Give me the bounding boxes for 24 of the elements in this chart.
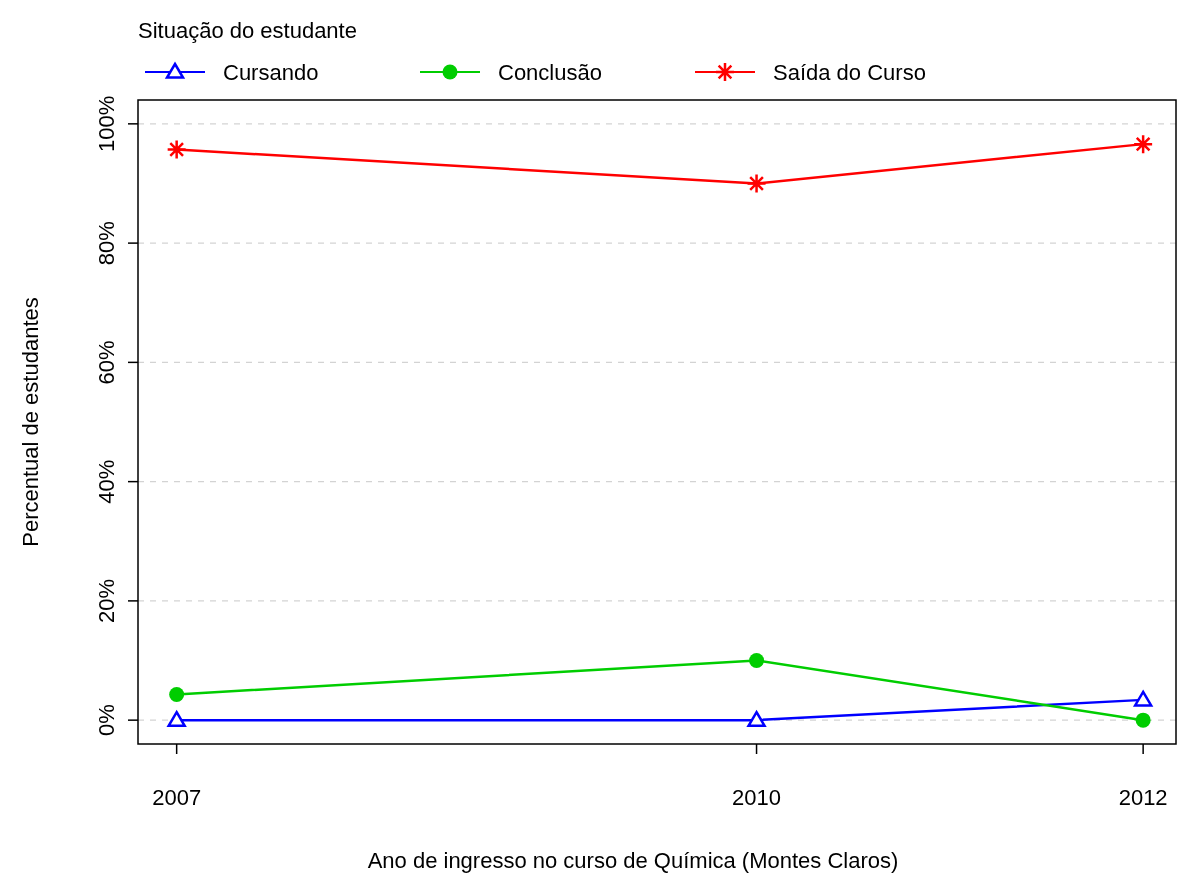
- y-axis-title: Percentual de estudantes: [18, 297, 43, 547]
- y-tick-label: 0%: [94, 704, 119, 737]
- x-tick-label: 2010: [732, 785, 782, 810]
- legend-label: Cursando: [223, 60, 319, 85]
- point: [747, 710, 766, 727]
- point: [166, 139, 187, 160]
- y-tick-label: 80%: [94, 221, 119, 266]
- legend-label: Conclusão: [498, 60, 602, 85]
- x-tick-label: 2007: [152, 785, 202, 810]
- y-tick-label: 60%: [94, 340, 119, 385]
- point: [749, 653, 765, 669]
- point: [1135, 712, 1151, 728]
- y-tick-label: 40%: [94, 459, 119, 504]
- x-tick-label: 2012: [1118, 785, 1168, 810]
- point: [167, 710, 186, 727]
- point: [169, 687, 185, 703]
- x-axis-title: Ano de ingresso no curso de Química (Montes Claros): [367, 848, 899, 873]
- y-tick-label: 100%: [94, 95, 119, 152]
- point: [746, 173, 767, 194]
- legend-label: Saída do Curso: [773, 60, 926, 85]
- y-tick-label: 20%: [94, 578, 119, 623]
- point: [1133, 690, 1153, 707]
- legend-title: Situação do estudante: [138, 18, 357, 43]
- point: [1132, 133, 1154, 155]
